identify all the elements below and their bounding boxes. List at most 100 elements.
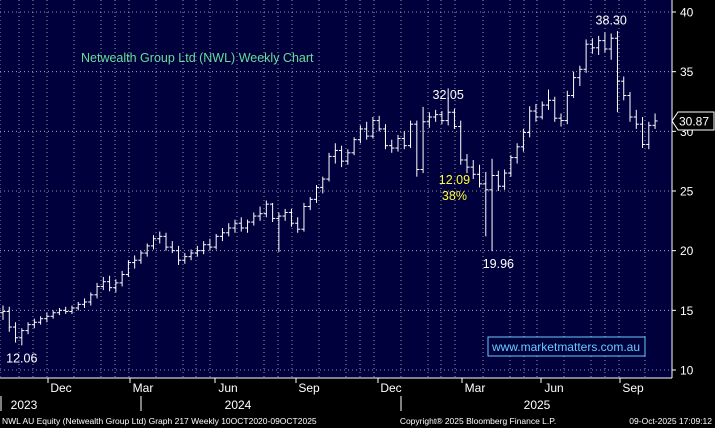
ohlc-bar: [351, 137, 357, 156]
ohlc-bar: [426, 112, 432, 128]
ohlc-bar: [545, 89, 552, 110]
ohlc-bar: [25, 322, 31, 335]
ohlc-bar: [382, 124, 389, 150]
watermark-box: [487, 336, 646, 357]
ohlc-bar: [50, 310, 56, 319]
ohlc-bar: [608, 33, 614, 60]
x-axis-ticks: Dec Mar Jun Sep Dec Mar Jun Sep 2023 2024 2025: [0, 378, 644, 412]
y-tick-label: 40: [680, 6, 694, 20]
ohlc-bar: [627, 91, 633, 122]
ohlc-bar: [144, 243, 150, 257]
ohlc-bar: [464, 154, 470, 174]
ohlc-bar: [458, 120, 464, 165]
ohlc-bar: [238, 217, 244, 232]
ohlc-bar: [326, 152, 332, 182]
price-annotation: 32.05: [433, 88, 464, 102]
ohlc-bar: [570, 71, 577, 98]
ohlc-bar: [182, 253, 188, 264]
ohlc-bar: [226, 223, 232, 237]
ohlc-bar: [539, 101, 545, 120]
grid: [0, 0, 672, 378]
ohlc-bar: [439, 111, 445, 125]
ohlc-bar: [88, 292, 94, 306]
ohlc-bar: [407, 120, 414, 149]
ohlc-bar: [357, 125, 363, 144]
ohlc-bar: [106, 275, 113, 292]
ohlc-bar: [514, 143, 520, 164]
ohlc-bar: [270, 202, 276, 223]
ohlc-bar: [163, 232, 169, 251]
ohlc-bar: [213, 233, 219, 250]
ohlc-bar: [489, 158, 495, 252]
ohlc-bar: [589, 38, 595, 54]
ohlc-bar: [508, 155, 514, 177]
ohlc-bar: [577, 65, 583, 86]
ohlc-bar: [194, 245, 200, 257]
change-value-label: 12.09: [439, 173, 470, 187]
ohlc-bar: [301, 202, 307, 232]
ohlc-bar: [38, 316, 44, 325]
ohlc-bar: [157, 231, 163, 244]
ohlc-bar: [150, 235, 157, 250]
ohlc-bar: [527, 106, 533, 138]
last-price-value: 30.87: [679, 114, 709, 128]
ohlc-bar: [19, 328, 25, 346]
ohlc-bar: [433, 109, 439, 122]
ohlc-bar: [219, 227, 226, 242]
x-month-label: Jun: [218, 381, 237, 395]
price-annotation: 38.30: [596, 13, 627, 27]
ohlc-bar: [370, 117, 376, 139]
y-axis-panel: [672, 0, 715, 378]
ohlc-bar: [6, 306, 12, 332]
x-year-label: 2025: [524, 398, 551, 412]
ohlc-bar: [94, 282, 100, 299]
x-month-label: Dec: [380, 381, 401, 395]
price-annotation: 12.06: [6, 351, 37, 365]
ohlc-bar: [395, 134, 401, 152]
ohlc-bar: [188, 249, 194, 261]
y-tick-label: 10: [680, 364, 694, 378]
ohlc-bar: [502, 169, 508, 190]
ohlc-bar: [451, 108, 458, 129]
ohlc-bar: [125, 260, 131, 277]
ohlc-bar: [100, 276, 106, 291]
ohlc-bar: [338, 145, 345, 168]
y-tick-label: 35: [680, 65, 694, 79]
x-year-label: 2024: [225, 398, 252, 412]
ohlc-bar: [75, 301, 81, 311]
chart-title: Netwealth Group Ltd (NWL) Weekly Chart: [81, 51, 314, 65]
ohlc-bar: [476, 164, 483, 188]
ohlc-bar: [12, 322, 19, 343]
price-annotations: 12.06 32.05 19.96 38.30: [6, 13, 627, 365]
ohlc-bar: [401, 131, 407, 150]
ohlc-bar: [207, 238, 213, 251]
ohlc-bar: [483, 171, 489, 237]
ohlc-bar: [0, 305, 6, 320]
ohlc-bar: [307, 196, 313, 211]
ohlc-bar: [295, 217, 301, 233]
footer-panel: [0, 412, 715, 428]
ohlc-bar: [282, 208, 288, 221]
x-axis-panel: [0, 378, 715, 412]
ohlc-bar: [119, 270, 125, 287]
y-tick-label: 25: [680, 185, 694, 199]
x-month-label: Sep: [298, 381, 320, 395]
ohlc-bar: [646, 121, 652, 150]
ohlc-bar: [69, 305, 75, 314]
last-price-flag: 30.87: [671, 111, 715, 131]
ohlc-bar: [614, 31, 621, 113]
footer-timestamp: 09-Oct-2025 17:09:12: [629, 416, 712, 426]
ohlc-bar: [31, 318, 37, 329]
ohlc-bar: [257, 206, 263, 221]
ohlc-bar: [332, 143, 338, 164]
ohlc-bar: [132, 255, 138, 269]
ohlc-bar: [558, 113, 564, 127]
ohlc-bar: [564, 90, 570, 125]
ohlc-bar: [364, 121, 370, 140]
x-month-label: Mar: [133, 381, 154, 395]
ohlc-bar: [345, 149, 351, 165]
ohlc-bar: [175, 245, 182, 265]
ohlc-bar: [44, 312, 50, 323]
ohlc-bar: [520, 128, 527, 152]
